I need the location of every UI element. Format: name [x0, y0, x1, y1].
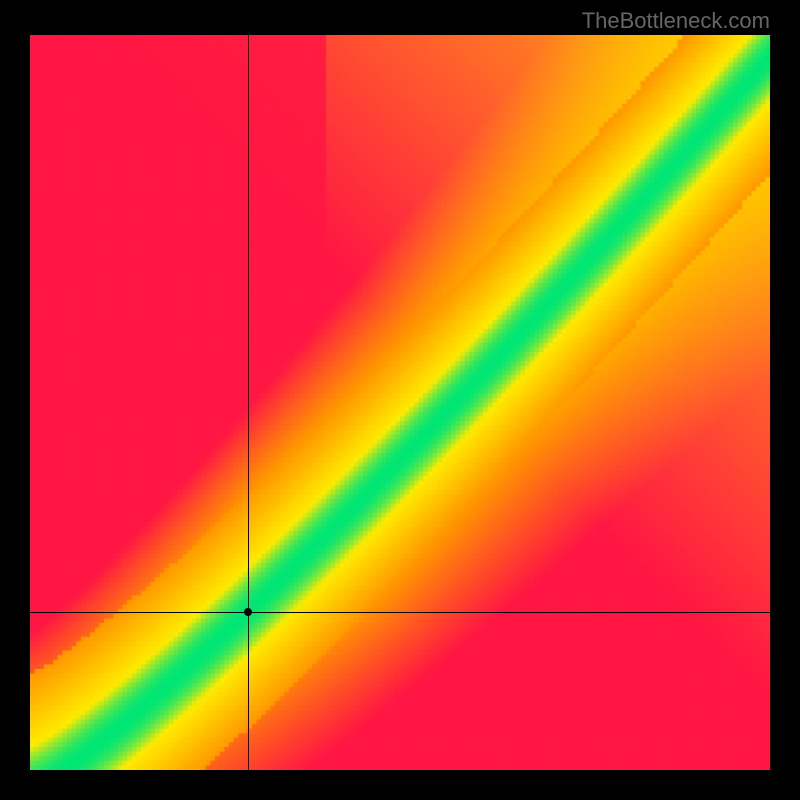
watermark-text: TheBottleneck.com [582, 8, 770, 34]
crosshair-marker-dot [244, 608, 252, 616]
heatmap-canvas [30, 35, 770, 770]
plot-area [30, 35, 770, 770]
crosshair-vertical-line [248, 35, 249, 770]
crosshair-horizontal-line [30, 612, 770, 613]
